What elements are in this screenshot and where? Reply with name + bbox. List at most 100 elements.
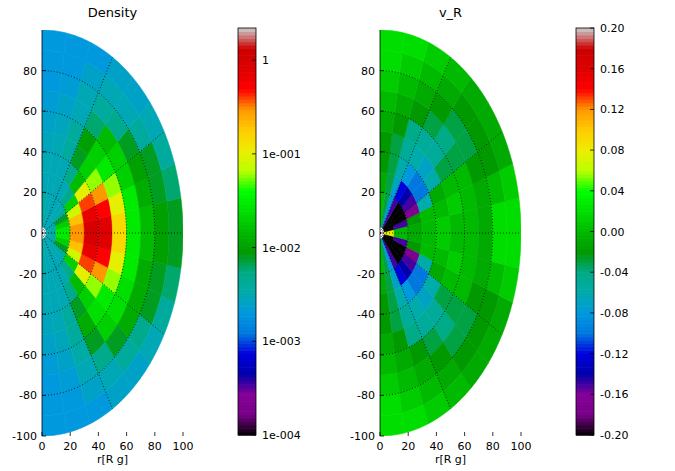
y-tick-label: 60	[361, 105, 375, 118]
cell	[505, 198, 521, 233]
cell	[161, 265, 181, 303]
grid-arc	[380, 192, 408, 273]
cell	[167, 198, 183, 233]
cell	[463, 233, 478, 258]
colorbar-tick	[590, 394, 594, 395]
colorbar-tick	[590, 231, 594, 232]
cell	[125, 233, 140, 258]
y-tick	[42, 314, 46, 315]
x-tick	[380, 432, 381, 436]
grid-ray	[380, 233, 521, 234]
x-tick-label: 100	[173, 440, 194, 453]
x-tick	[492, 432, 493, 436]
y-tick	[42, 395, 46, 396]
grid-arc	[42, 152, 98, 314]
plot-area	[380, 30, 521, 436]
cell	[153, 201, 169, 233]
cell	[491, 233, 507, 265]
x-tick	[408, 432, 409, 436]
cell	[139, 205, 155, 233]
y-tick-label: -100	[12, 430, 37, 443]
cell	[152, 295, 175, 334]
x-tick	[464, 432, 465, 436]
x-tick	[126, 432, 127, 436]
cell	[43, 213, 47, 227]
colorbar-tick-label: 0.08	[600, 144, 625, 157]
cell	[380, 71, 400, 93]
colorbar-tick-label: 1e-001	[262, 148, 301, 161]
y-tick	[42, 233, 46, 234]
cell	[84, 233, 99, 247]
y-tick	[380, 273, 384, 274]
colorbar-frame	[576, 28, 594, 435]
y-tick	[380, 354, 384, 355]
colorbar-tick-label: 0.12	[600, 103, 625, 116]
y-tick	[42, 151, 46, 152]
colorbar-tick	[252, 435, 256, 436]
cell	[42, 30, 66, 53]
cell	[153, 233, 169, 265]
cell	[380, 172, 387, 193]
cell	[42, 71, 62, 93]
cell	[384, 233, 394, 237]
cell	[42, 50, 64, 73]
grid-arc	[42, 192, 70, 273]
x-tick	[183, 432, 184, 436]
y-tick-label: -100	[350, 430, 375, 443]
cell	[42, 353, 59, 375]
cell	[449, 233, 464, 254]
cell	[167, 233, 183, 268]
cell	[42, 373, 62, 395]
cell	[381, 213, 385, 227]
cell	[42, 172, 49, 193]
x-tick-label: 80	[148, 440, 162, 453]
cell	[42, 152, 52, 173]
cell	[505, 233, 521, 268]
y-tick	[380, 192, 384, 193]
colorbar-segment	[238, 28, 256, 32]
grid-arc	[380, 71, 493, 396]
cell	[380, 393, 402, 416]
cell	[42, 91, 59, 113]
y-tick	[380, 436, 384, 437]
cell	[42, 192, 47, 213]
colorbar-tick	[252, 153, 256, 154]
y-tick	[380, 395, 384, 396]
cell	[380, 132, 392, 154]
x-tick-label: 40	[91, 440, 105, 453]
cell	[394, 233, 408, 240]
colorbar-tick-label: 0.20	[600, 22, 625, 35]
cell	[490, 295, 513, 334]
cell	[111, 233, 126, 254]
figure: -100-80-60-40-20020406080020406080100Den…	[0, 0, 675, 471]
colorbar-tick	[252, 341, 256, 342]
cell	[380, 373, 400, 395]
cell	[64, 33, 90, 61]
x-tick-label: 20	[401, 440, 415, 453]
cell	[125, 208, 140, 233]
colorbar-tick-label: 0.04	[600, 185, 625, 198]
grid-ray	[380, 233, 451, 409]
colorbar-tick-label: -0.16	[600, 388, 628, 401]
colorbar-tick-label: -0.20	[600, 429, 628, 442]
y-tick	[42, 436, 46, 437]
colorbar-tick	[252, 60, 256, 61]
x-tick	[154, 432, 155, 436]
x-tick-label: 80	[486, 440, 500, 453]
cell	[380, 413, 404, 436]
y-tick	[42, 192, 46, 193]
panel-title: v_R	[439, 5, 462, 20]
colorbar-frame	[238, 28, 256, 435]
y-tick-label: -20	[357, 268, 375, 281]
x-tick	[521, 432, 522, 436]
cell	[380, 192, 385, 213]
y-tick	[42, 111, 46, 112]
cell	[499, 265, 519, 303]
colorbar-tick-label: -0.08	[600, 307, 628, 320]
y-tick-label: 40	[361, 146, 375, 159]
x-tick	[436, 432, 437, 436]
y-tick-label: 20	[23, 186, 37, 199]
y-tick-label: -80	[19, 389, 37, 402]
colorbar-tick	[590, 68, 594, 69]
cell	[98, 233, 113, 251]
